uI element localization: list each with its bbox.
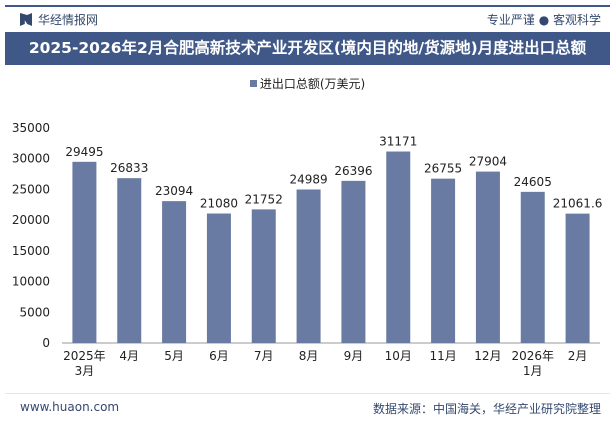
y-tick-label: 0 bbox=[42, 336, 50, 350]
x-tick-label: 2月 bbox=[568, 349, 588, 363]
bar bbox=[206, 213, 231, 343]
x-tick-label: 2026年 1月 bbox=[511, 349, 554, 378]
legend: 进出口总额(万美元) bbox=[0, 75, 615, 92]
bar bbox=[386, 151, 411, 343]
data-label: 29495 bbox=[65, 145, 103, 159]
x-tick-label: 11月 bbox=[429, 349, 456, 363]
brand[interactable]: 华经情报网 bbox=[20, 11, 98, 28]
data-label: 24989 bbox=[289, 172, 327, 186]
x-tick-label: 4月 bbox=[119, 349, 139, 363]
data-label: 27904 bbox=[469, 155, 507, 169]
bar bbox=[251, 209, 276, 343]
data-label: 21061.6 bbox=[553, 197, 603, 211]
data-label: 26755 bbox=[424, 162, 462, 176]
brand-name: 华经情报网 bbox=[38, 13, 99, 27]
top-divider bbox=[5, 5, 610, 7]
x-tick-label: 9月 bbox=[344, 349, 364, 363]
data-label: 21080 bbox=[200, 197, 238, 211]
x-tick-label: 8月 bbox=[299, 349, 319, 363]
data-label: 23094 bbox=[155, 184, 193, 198]
x-tick-label: 2025年 3月 bbox=[63, 349, 106, 378]
data-source: 数据来源：中国海关，华经产业研究院整理 bbox=[372, 402, 601, 416]
x-tick-label: 6月 bbox=[209, 349, 229, 363]
data-label: 26833 bbox=[110, 161, 148, 175]
data-label: 26396 bbox=[334, 164, 372, 178]
y-tick-label: 5000 bbox=[19, 305, 50, 319]
legend-swatch bbox=[249, 80, 257, 87]
bar bbox=[475, 171, 500, 343]
bar bbox=[72, 161, 97, 343]
x-tick-label: 10月 bbox=[385, 349, 412, 363]
logo-icon bbox=[20, 13, 32, 26]
y-tick-label: 10000 bbox=[12, 275, 50, 289]
y-tick-label: 20000 bbox=[12, 213, 50, 227]
legend-label: 进出口总额(万美元) bbox=[259, 77, 366, 91]
bar bbox=[117, 178, 142, 343]
y-tick-label: 15000 bbox=[12, 244, 50, 258]
data-label: 24605 bbox=[514, 175, 552, 189]
y-tick-label: 30000 bbox=[12, 152, 50, 166]
chart-title: 2025-2026年2月合肥高新技术产业开发区(境内目的地/货源地)月度进出口总… bbox=[5, 32, 610, 65]
bar bbox=[431, 178, 456, 343]
y-tick-label: 25000 bbox=[12, 182, 50, 196]
bar bbox=[162, 201, 187, 343]
bar bbox=[565, 213, 590, 343]
website-link[interactable]: www.huaon.com bbox=[20, 400, 120, 414]
bar bbox=[296, 189, 321, 343]
x-tick-label: 12月 bbox=[474, 349, 501, 363]
data-label: 21752 bbox=[245, 192, 283, 206]
y-tick-label: 35000 bbox=[12, 121, 50, 135]
x-tick-label: 5月 bbox=[164, 349, 184, 363]
bar bbox=[520, 191, 545, 343]
footer-divider bbox=[5, 393, 610, 394]
x-tick-label: 7月 bbox=[254, 349, 274, 363]
slogan: 专业严谨 ● 客观科学 bbox=[486, 13, 601, 27]
bar bbox=[341, 180, 366, 343]
data-label: 31171 bbox=[379, 135, 417, 149]
